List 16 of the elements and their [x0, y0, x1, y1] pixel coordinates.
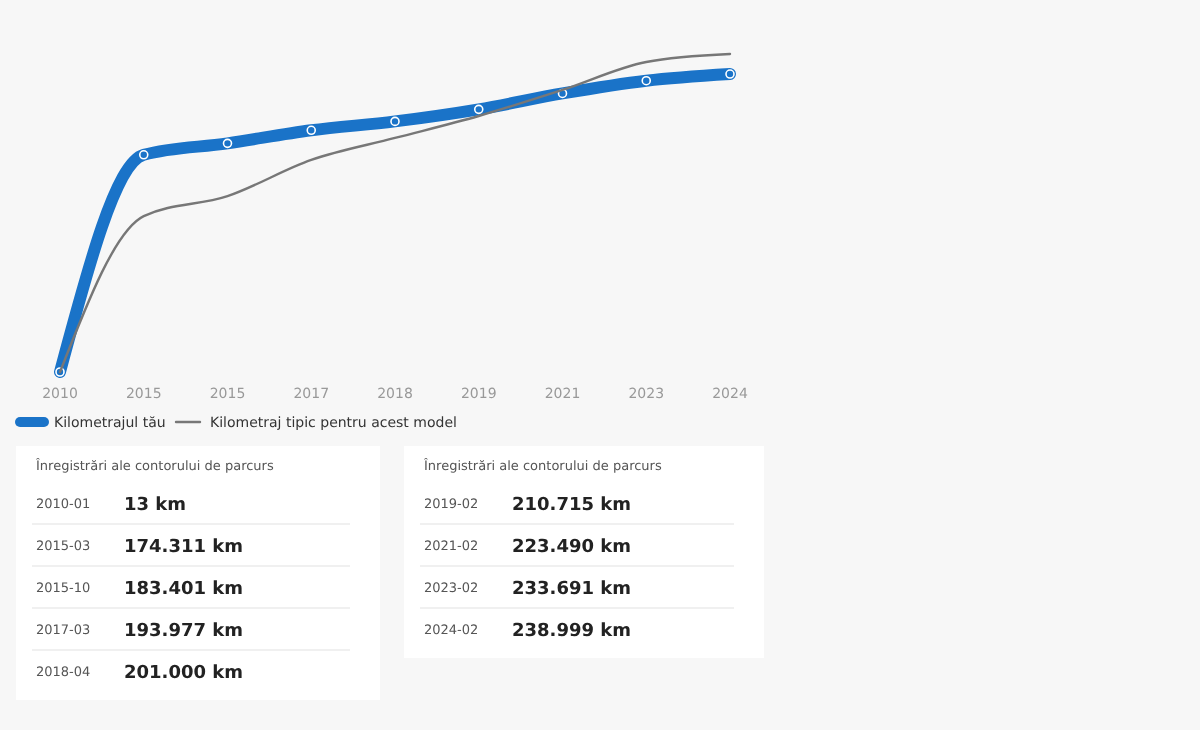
text: 174.311 km: [124, 538, 243, 558]
text: 233.691 km: [512, 580, 631, 600]
text: 201.000 km: [124, 664, 243, 684]
text: 183.401 km: [124, 580, 243, 600]
text: 238.999 km: [512, 622, 631, 642]
text: 193.977 km: [124, 622, 243, 642]
text: 13 km: [124, 496, 187, 516]
text: 223.490 km: [512, 538, 631, 558]
point: [725, 69, 735, 79]
point: [473, 104, 484, 115]
point: [138, 150, 149, 160]
text: 210.715 km: [512, 496, 631, 516]
point: [641, 75, 652, 86]
point: [390, 116, 400, 127]
point: [222, 138, 233, 149]
point: [306, 125, 317, 136]
